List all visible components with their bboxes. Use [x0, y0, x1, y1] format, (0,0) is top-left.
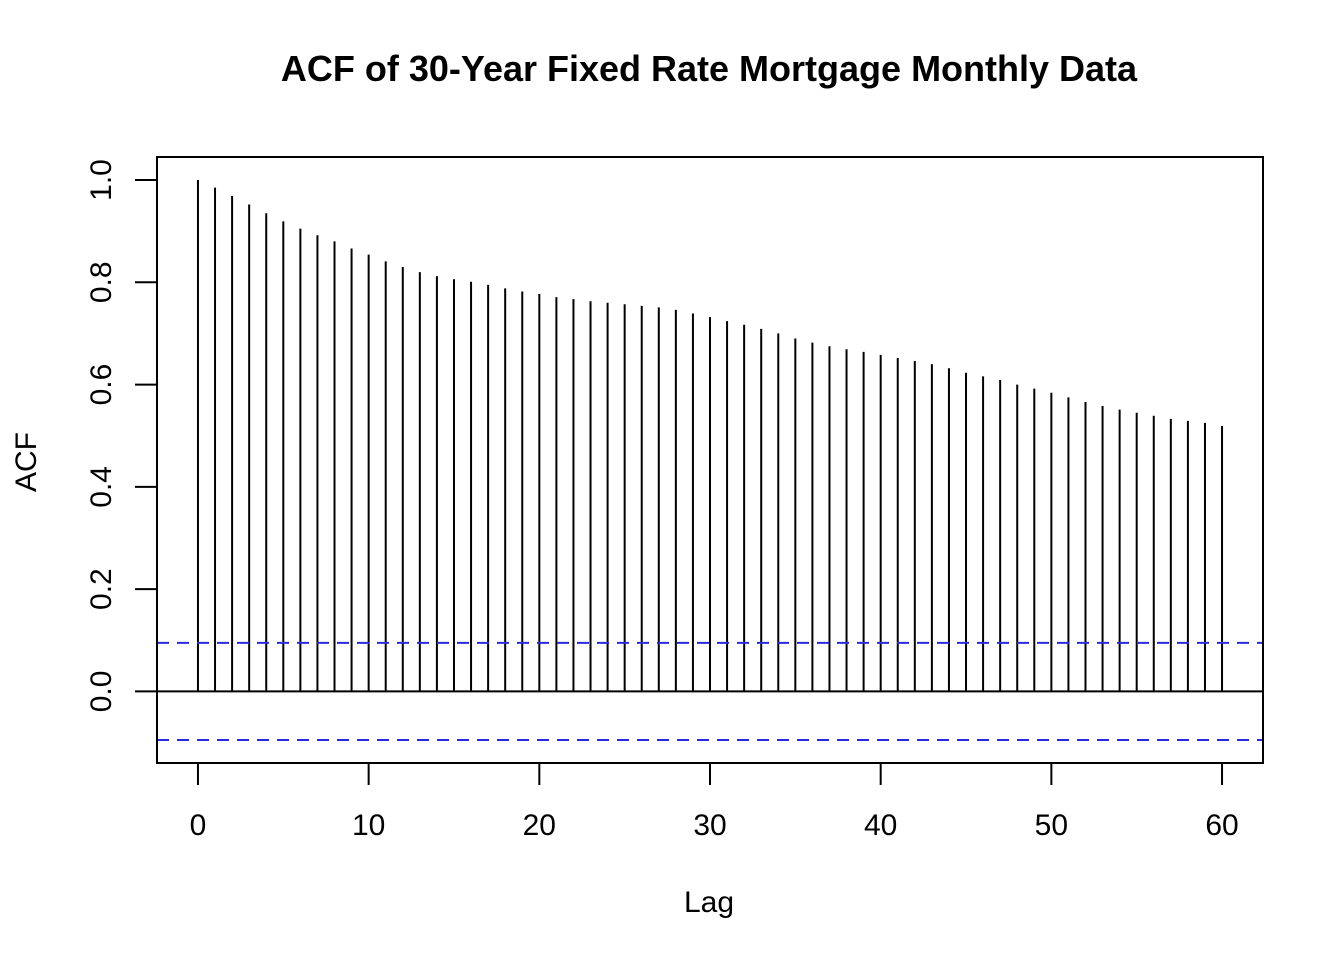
y-tick-label-0.2: 0.2	[85, 568, 118, 610]
x-axis: 0 10 20 30 40 50 60	[190, 762, 1239, 842]
acf-spikes	[196, 180, 1224, 692]
x-tick-label-40: 40	[864, 809, 897, 842]
x-tick-label-10: 10	[352, 809, 385, 842]
y-tick-label-0.0: 0.0	[85, 671, 118, 713]
y-tick-label-1.0: 1.0	[85, 159, 118, 201]
y-tick-label-0.6: 0.6	[85, 364, 118, 406]
chart-title: ACF of 30-Year Fixed Rate Mortgage Month…	[281, 48, 1138, 89]
x-tick-label-0: 0	[190, 809, 207, 842]
x-tick-label-50: 50	[1035, 809, 1068, 842]
x-tick-label-30: 30	[693, 809, 726, 842]
y-axis-label: ACF	[10, 432, 43, 492]
x-axis-label: Lag	[684, 886, 734, 919]
y-tick-label-0.4: 0.4	[85, 466, 118, 508]
x-tick-label-20: 20	[523, 809, 556, 842]
x-tick-label-60: 60	[1205, 809, 1238, 842]
y-tick-label-0.8: 0.8	[85, 261, 118, 303]
y-axis: 0.0 0.2 0.4 0.6 0.8 1.0	[85, 159, 158, 713]
